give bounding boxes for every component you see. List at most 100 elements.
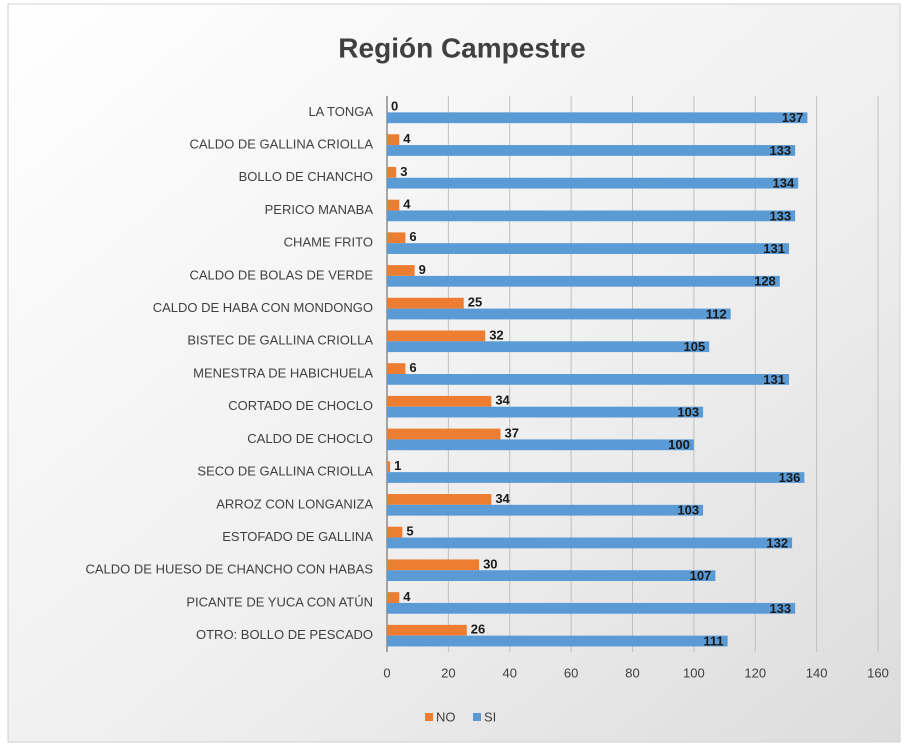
bar: [387, 592, 400, 603]
bar: [387, 526, 403, 538]
bar: [387, 145, 796, 156]
bar: [387, 395, 492, 407]
y-tick-label: BOLLO DE CHANCHO: [239, 169, 373, 184]
bar: [387, 341, 710, 353]
data-label: 5: [406, 524, 413, 539]
data-label: 131: [763, 241, 785, 256]
y-tick-label: PERICO MANABA: [265, 202, 374, 217]
data-label: 34: [495, 491, 510, 506]
data-label: 1: [394, 458, 401, 473]
data-label: 133: [769, 208, 791, 223]
bar: [387, 504, 704, 516]
data-label: 4: [403, 589, 411, 604]
bar: [387, 428, 501, 440]
data-label: 132: [766, 535, 788, 550]
data-label: 26: [471, 622, 485, 637]
bar: [387, 570, 716, 582]
data-label: 133: [769, 601, 791, 616]
x-tick-label: 160: [867, 665, 889, 680]
x-tick-label: 0: [383, 665, 390, 680]
data-label: 9: [419, 262, 426, 277]
bar: [387, 308, 731, 320]
data-label: 103: [677, 405, 699, 420]
y-tick-label: OTRO: BOLLO DE PESCADO: [196, 627, 373, 642]
data-label: 4: [403, 131, 411, 146]
y-tick-label: LA TONGA: [308, 104, 373, 119]
y-tick-label: MENESTRA DE HABICHUELA: [193, 365, 373, 380]
y-tick-label: CALDO DE CHOCLO: [247, 431, 373, 446]
x-tick-label: 100: [683, 665, 705, 680]
bar: [387, 537, 793, 549]
bar: [387, 265, 415, 276]
bar: [387, 134, 400, 146]
bar: [387, 232, 406, 244]
bar: [387, 602, 796, 614]
data-label: 30: [483, 556, 497, 571]
data-label: 137: [782, 110, 804, 125]
bar: [387, 210, 796, 222]
data-label: 100: [668, 437, 690, 452]
data-label: 37: [505, 425, 519, 440]
bar: [387, 199, 400, 211]
data-label: 103: [677, 503, 699, 518]
legend-swatch: [473, 713, 481, 721]
data-label: 4: [403, 197, 411, 212]
legend-label: NO: [436, 709, 456, 724]
data-label: 131: [763, 372, 785, 387]
x-tick-label: 20: [441, 665, 455, 680]
y-tick-label: ESTOFADO DE GALLINA: [222, 529, 373, 544]
y-tick-label: CALDO DE HUESO DE CHANCHO CON HABAS: [86, 562, 374, 577]
bar: [387, 330, 486, 342]
data-label: 136: [779, 470, 801, 485]
bar: [387, 439, 694, 451]
legend-label: SI: [484, 709, 496, 724]
y-tick-label: PICANTE DE YUCA CON ATÚN: [186, 594, 373, 609]
data-label: 128: [754, 274, 776, 289]
data-label: 133: [769, 143, 791, 158]
data-label: 34: [495, 393, 510, 408]
data-label: 3: [400, 164, 407, 179]
data-label: 25: [468, 295, 482, 310]
y-tick-label: CALDO DE GALLINA CRIOLLA: [189, 136, 373, 151]
y-tick-label: CHAME FRITO: [284, 235, 373, 250]
bar: [387, 494, 492, 505]
data-label: 111: [703, 633, 723, 648]
y-tick-label: SECO DE GALLINA CRIOLLA: [197, 464, 373, 479]
data-label: 105: [684, 339, 706, 354]
data-label: 32: [489, 327, 503, 342]
y-tick-label: CALDO DE BOLAS DE VERDE: [190, 267, 374, 282]
chart-background: [7, 3, 901, 743]
bar: [387, 624, 467, 636]
x-tick-label: 80: [625, 665, 639, 680]
bar: [387, 275, 780, 287]
bar: [387, 166, 397, 178]
data-label: 134: [773, 176, 795, 191]
bar: [387, 363, 406, 374]
chart-title: Región Campestre: [338, 32, 585, 63]
x-tick-label: 60: [564, 665, 578, 680]
x-tick-label: 40: [503, 665, 517, 680]
bar: [387, 635, 728, 647]
x-tick-label: 120: [744, 665, 766, 680]
x-tick-label: 140: [806, 665, 828, 680]
bar: [387, 461, 391, 473]
data-label: 107: [690, 568, 712, 583]
data-label: 0: [391, 98, 398, 113]
bar: [387, 243, 790, 254]
bar: [387, 297, 464, 309]
data-label: 112: [706, 306, 727, 321]
y-tick-label: ARROZ CON LONGANIZA: [216, 496, 373, 511]
y-tick-label: CALDO DE HABA CON MONDONGO: [153, 300, 373, 315]
legend-swatch: [425, 713, 433, 721]
bar: [387, 406, 704, 418]
y-tick-label: BISTEC DE GALLINA CRIOLLA: [187, 333, 373, 348]
bar: [387, 374, 790, 385]
data-label: 6: [409, 229, 416, 244]
y-tick-label: CORTADO DE CHOCLO: [228, 398, 373, 413]
data-label: 6: [409, 360, 416, 375]
bar: [387, 177, 799, 189]
bar: [387, 112, 808, 124]
bar: [387, 472, 805, 483]
bar: [387, 559, 480, 571]
